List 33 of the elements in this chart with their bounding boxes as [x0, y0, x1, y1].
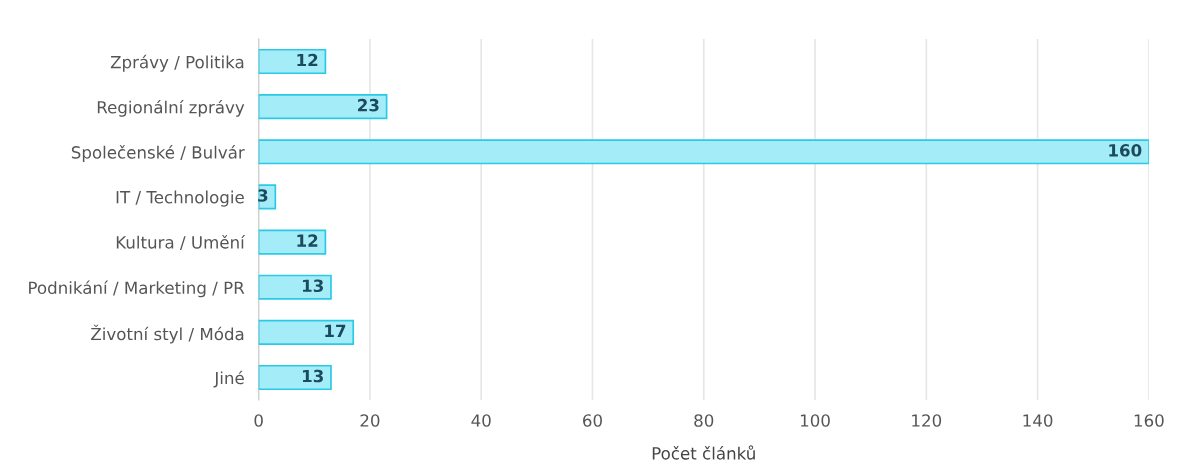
bar	[258, 229, 327, 255]
x-axis-title: Počet článků	[652, 445, 755, 460]
x-tick-label: 0	[254, 414, 263, 427]
data-label: 160	[1109, 144, 1142, 157]
y-tick-label: Zprávy / Politika	[110, 54, 244, 72]
data-label: 3	[258, 189, 268, 202]
y-tick-label: Životní styl / Móda	[91, 324, 244, 344]
x-tick-label: 140	[1023, 414, 1053, 427]
bar	[258, 364, 332, 391]
x-tick-label: 20	[360, 414, 380, 427]
y-tick-label: Jiné	[213, 370, 244, 388]
y-tick-label: Regionální zprávy	[97, 99, 245, 117]
x-tick-label: 120	[912, 414, 942, 427]
y-tick-label: IT / Technologie	[116, 190, 244, 207]
y-tick-label: Kultura / Umění	[116, 235, 246, 250]
data-label: 17	[325, 324, 346, 337]
x-tick-label: 40	[471, 414, 491, 427]
bar	[258, 274, 332, 300]
data-label: 13	[302, 369, 323, 383]
bar	[258, 94, 388, 120]
bar	[258, 48, 327, 75]
data-label: 13	[302, 279, 323, 293]
bar	[258, 319, 355, 345]
x-tick-label: 80	[694, 414, 714, 427]
data-label: 12	[297, 53, 318, 67]
x-tick-label: 100	[800, 414, 830, 427]
bar	[258, 139, 1149, 165]
x-tick-label: 160	[1134, 414, 1164, 427]
x-tick-label: 60	[583, 414, 602, 427]
y-tick-label: Společenské / Bulvár	[71, 145, 245, 162]
y-tick-label: Podnikání / Marketing / PR	[29, 280, 245, 298]
data-label: 12	[297, 234, 318, 247]
data-label: 23	[358, 98, 379, 112]
